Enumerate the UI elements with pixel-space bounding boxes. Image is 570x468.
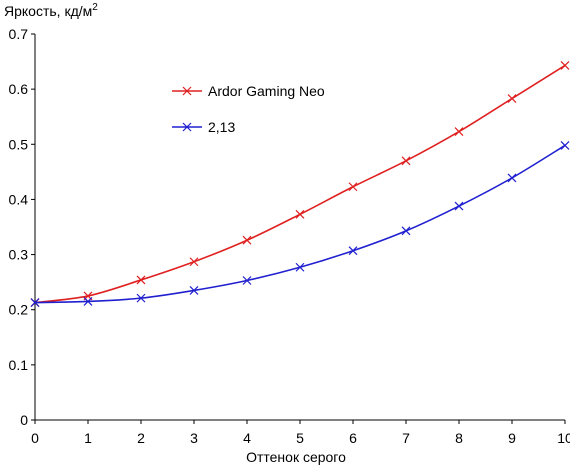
legend-marker-0-b [182,86,192,96]
y-tick-label: 0 [20,412,28,428]
data-point-1-2-b [136,293,146,303]
y-tick-label: 0.2 [9,302,29,318]
x-tick-label: 8 [455,430,463,446]
data-point-0-5-b [295,209,305,219]
data-point-0-6-b [348,182,358,192]
data-point-1-0-b [30,298,40,307]
legend-label-0: Ardor Gaming Neo [208,83,325,99]
series-line-1 [34,144,566,304]
data-point-1-8-b [454,201,464,211]
x-tick-label: 10 [557,430,570,446]
legend-marker-1-b [182,122,192,132]
legend-label-1: 2,13 [208,119,235,135]
x-tick-label: 5 [296,430,304,446]
data-point-0-7-b [401,156,411,166]
x-tick-label: 9 [508,430,516,446]
series-group [30,61,570,307]
y-axis-title: Яркость, кд/м2 [4,2,98,19]
x-tick-label: 7 [402,430,410,446]
x-tick-label: 0 [31,430,39,446]
x-tick-label: 3 [190,430,198,446]
data-point-1-7-b [401,226,411,236]
data-point-0-8-b [454,127,464,137]
data-point-0-2-b [136,275,146,285]
y-tick-label: 0.1 [9,357,29,373]
y-tick-label: 0.6 [9,81,29,97]
legend-item-0: Ardor Gaming Neo [172,83,325,99]
x-tick-label: 4 [243,430,251,446]
legend: Ardor Gaming Neo 2,13 [172,83,325,135]
y-tick-label: 0.4 [9,191,29,207]
data-point-0-4-b [242,235,252,245]
data-point-1-1-b [83,297,93,306]
data-point-1-9-b [507,173,517,183]
legend-item-1: 2,13 [172,119,235,135]
data-point-0-3-b [189,257,199,267]
data-point-1-3-b [189,285,199,295]
data-point-1-5-b [295,262,305,272]
y-tick-label: 0.3 [9,247,29,263]
y-tick-label: 0.7 [9,26,29,42]
y-tick-label: 0.5 [9,136,29,152]
x-tick-label: 6 [349,430,357,446]
x-tick-label: 2 [137,430,145,446]
data-point-1-10-b [560,140,570,150]
x-axis-title: Оттенок серого [246,449,346,465]
data-point-0-10-b [560,61,570,70]
series-1 [30,140,570,307]
data-point-1-4-b [242,276,252,285]
data-point-0-9-b [507,94,517,103]
data-point-1-6-b [348,246,358,256]
ticks: 0 0.1 0.2 0.3 0.4 0.5 0.6 0.7 0 1 2 3 4 5 6 7 8 9 10 [9,26,570,446]
x-tick-label: 1 [84,430,92,446]
